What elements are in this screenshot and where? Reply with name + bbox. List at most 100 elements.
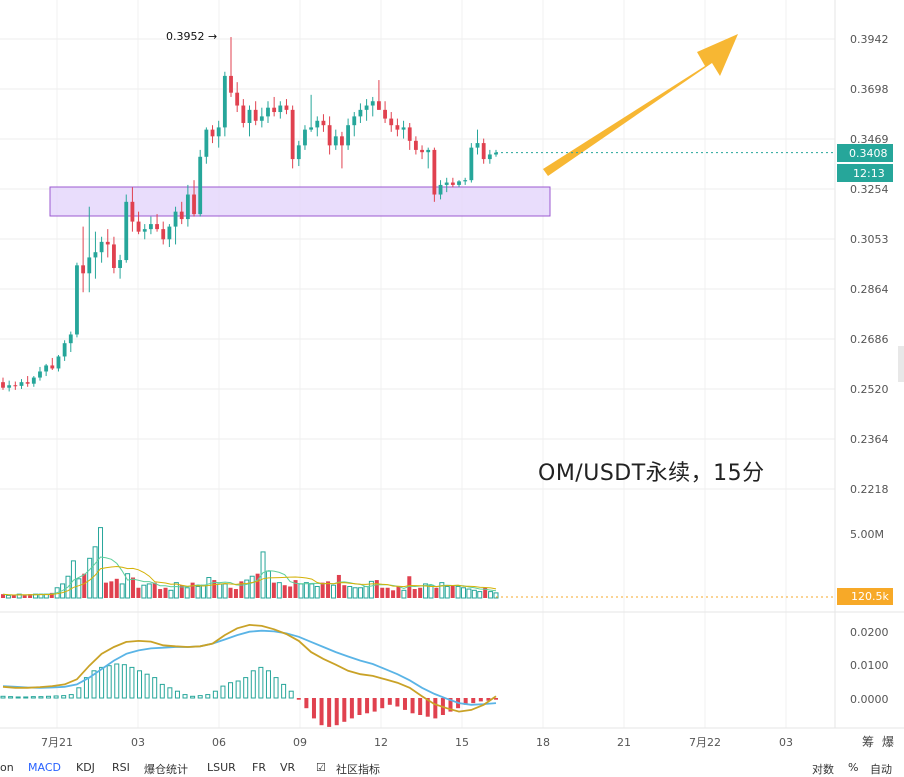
volume-bar <box>330 584 336 599</box>
volume-bar <box>434 587 439 598</box>
macd-hist-bar <box>205 694 211 699</box>
volume-bar <box>152 582 157 598</box>
candle-body <box>124 201 129 261</box>
macd-hist-bar <box>471 698 476 704</box>
candle-body <box>241 105 246 123</box>
macd-hist-bar <box>83 677 89 699</box>
candle-body <box>112 244 116 268</box>
candle-body <box>204 129 209 157</box>
tab-macd[interactable]: MACD <box>28 761 61 774</box>
volume-bar <box>190 582 195 598</box>
candle-body <box>62 343 67 357</box>
tab-on[interactable]: on <box>0 761 14 774</box>
volume-bar <box>450 585 455 598</box>
price-tick-label: 0.2218 <box>850 483 889 496</box>
macd-hist-bar <box>448 698 453 712</box>
grid-lines <box>0 0 904 729</box>
candle-body <box>272 107 277 113</box>
macd-hist-bar <box>402 698 407 710</box>
volume-bar <box>298 583 304 599</box>
volume-bar <box>244 579 250 599</box>
time-tick-label: 03 <box>131 736 145 749</box>
volume-bar <box>363 585 369 599</box>
volume-bar <box>488 591 494 599</box>
candle-body <box>216 127 221 137</box>
candle-body <box>444 182 449 185</box>
community-icon[interactable]: ☑ <box>316 761 326 774</box>
macd-hist-bar <box>129 666 135 699</box>
macd-hist-bar <box>311 698 316 719</box>
volume-bar <box>368 580 374 599</box>
countdown-text: 12:13 <box>853 167 885 180</box>
candle-body <box>364 105 369 110</box>
log-toggle[interactable]: 对数 <box>812 763 834 776</box>
overlay-text: 0.3952 → OM/USDT永续，15分 <box>166 30 764 486</box>
macd-hist-bar <box>76 687 82 699</box>
volume-bar <box>477 591 483 599</box>
tab-liquidation[interactable]: 爆仓统计 <box>144 763 188 776</box>
candle-body <box>19 382 24 386</box>
volume-bar <box>444 585 450 599</box>
volume-bar <box>288 586 293 598</box>
time-axis[interactable]: 7月21 03 06 09 12 15 18 21 7月22 03 筹爆 <box>41 735 894 749</box>
volume-bar <box>184 587 190 599</box>
macd-hist-bar <box>243 677 249 699</box>
tab-vr[interactable]: VR <box>280 761 296 774</box>
macd-hist-bar <box>23 696 29 699</box>
volume-bar <box>98 527 104 599</box>
time-tick-label: 21 <box>617 736 631 749</box>
price-tick-label: 0.3254 <box>850 183 889 196</box>
candle-body <box>389 118 394 126</box>
candle-body <box>487 154 492 160</box>
candle-body <box>296 145 301 160</box>
price-tick-label: 0.2364 <box>850 433 889 446</box>
time-tick-label: 18 <box>536 736 550 749</box>
tab-rsi[interactable]: RSI <box>112 761 130 774</box>
high-price-label: 0.3952 → <box>166 30 217 43</box>
candle-body <box>1 382 5 388</box>
tab-fr[interactable]: FR <box>252 761 266 774</box>
macd-hist-bar <box>53 695 59 699</box>
chart-canvas[interactable]: 0.3952 → OM/USDT永续，15分 0.3942 0.3698 0.3469… <box>0 0 904 760</box>
tab-kdj[interactable]: KDJ <box>76 761 95 774</box>
tab-community[interactable]: 社区指标 <box>336 763 380 776</box>
volume-bar <box>483 587 488 598</box>
volume-bar <box>109 581 114 598</box>
candle-body <box>463 180 468 182</box>
percent-toggle[interactable]: % <box>848 761 859 774</box>
auto-toggle[interactable]: 自动 <box>870 763 892 776</box>
macd-hist-bar <box>304 698 309 709</box>
time-tick-label: 09 <box>293 736 307 749</box>
candle-body <box>75 265 79 335</box>
macd-hist-bar <box>410 698 415 714</box>
arrow-shape <box>543 34 738 176</box>
macd-hist-bar <box>114 663 120 699</box>
volume-bar <box>423 583 429 599</box>
volume-bar <box>412 589 417 598</box>
macd-dif-line <box>2 623 497 713</box>
macd-hist-bar <box>46 695 52 699</box>
macd-hist-bar <box>372 698 377 712</box>
candle-body <box>25 382 30 384</box>
macd-hist-bar <box>486 698 491 701</box>
volume-bar <box>131 577 136 598</box>
macd-hist-bar <box>349 698 354 719</box>
candle-body <box>259 116 264 121</box>
candle-body <box>173 211 178 227</box>
candle-body <box>278 105 283 113</box>
candle-body <box>155 224 159 230</box>
candle-body <box>327 125 332 146</box>
time-tick-label: 7月22 <box>689 736 721 749</box>
candle-body <box>266 107 270 117</box>
volume-bar <box>200 584 206 599</box>
volume-bar <box>265 570 271 599</box>
tab-lsur[interactable]: LSUR <box>207 761 236 774</box>
volume-bar <box>125 573 131 599</box>
time-tick-label: 15 <box>455 736 469 749</box>
macd-hist-bar <box>228 682 234 699</box>
price-axis[interactable]: 0.3942 0.3698 0.3469 0.3254 0.3053 0.2864 0.26… <box>496 33 904 706</box>
macd-hist-bar <box>197 695 203 699</box>
volume-last-text: 120.5k <box>851 590 889 603</box>
volume-bar <box>401 589 407 599</box>
volume-axis-label: 5.00M <box>850 528 884 541</box>
